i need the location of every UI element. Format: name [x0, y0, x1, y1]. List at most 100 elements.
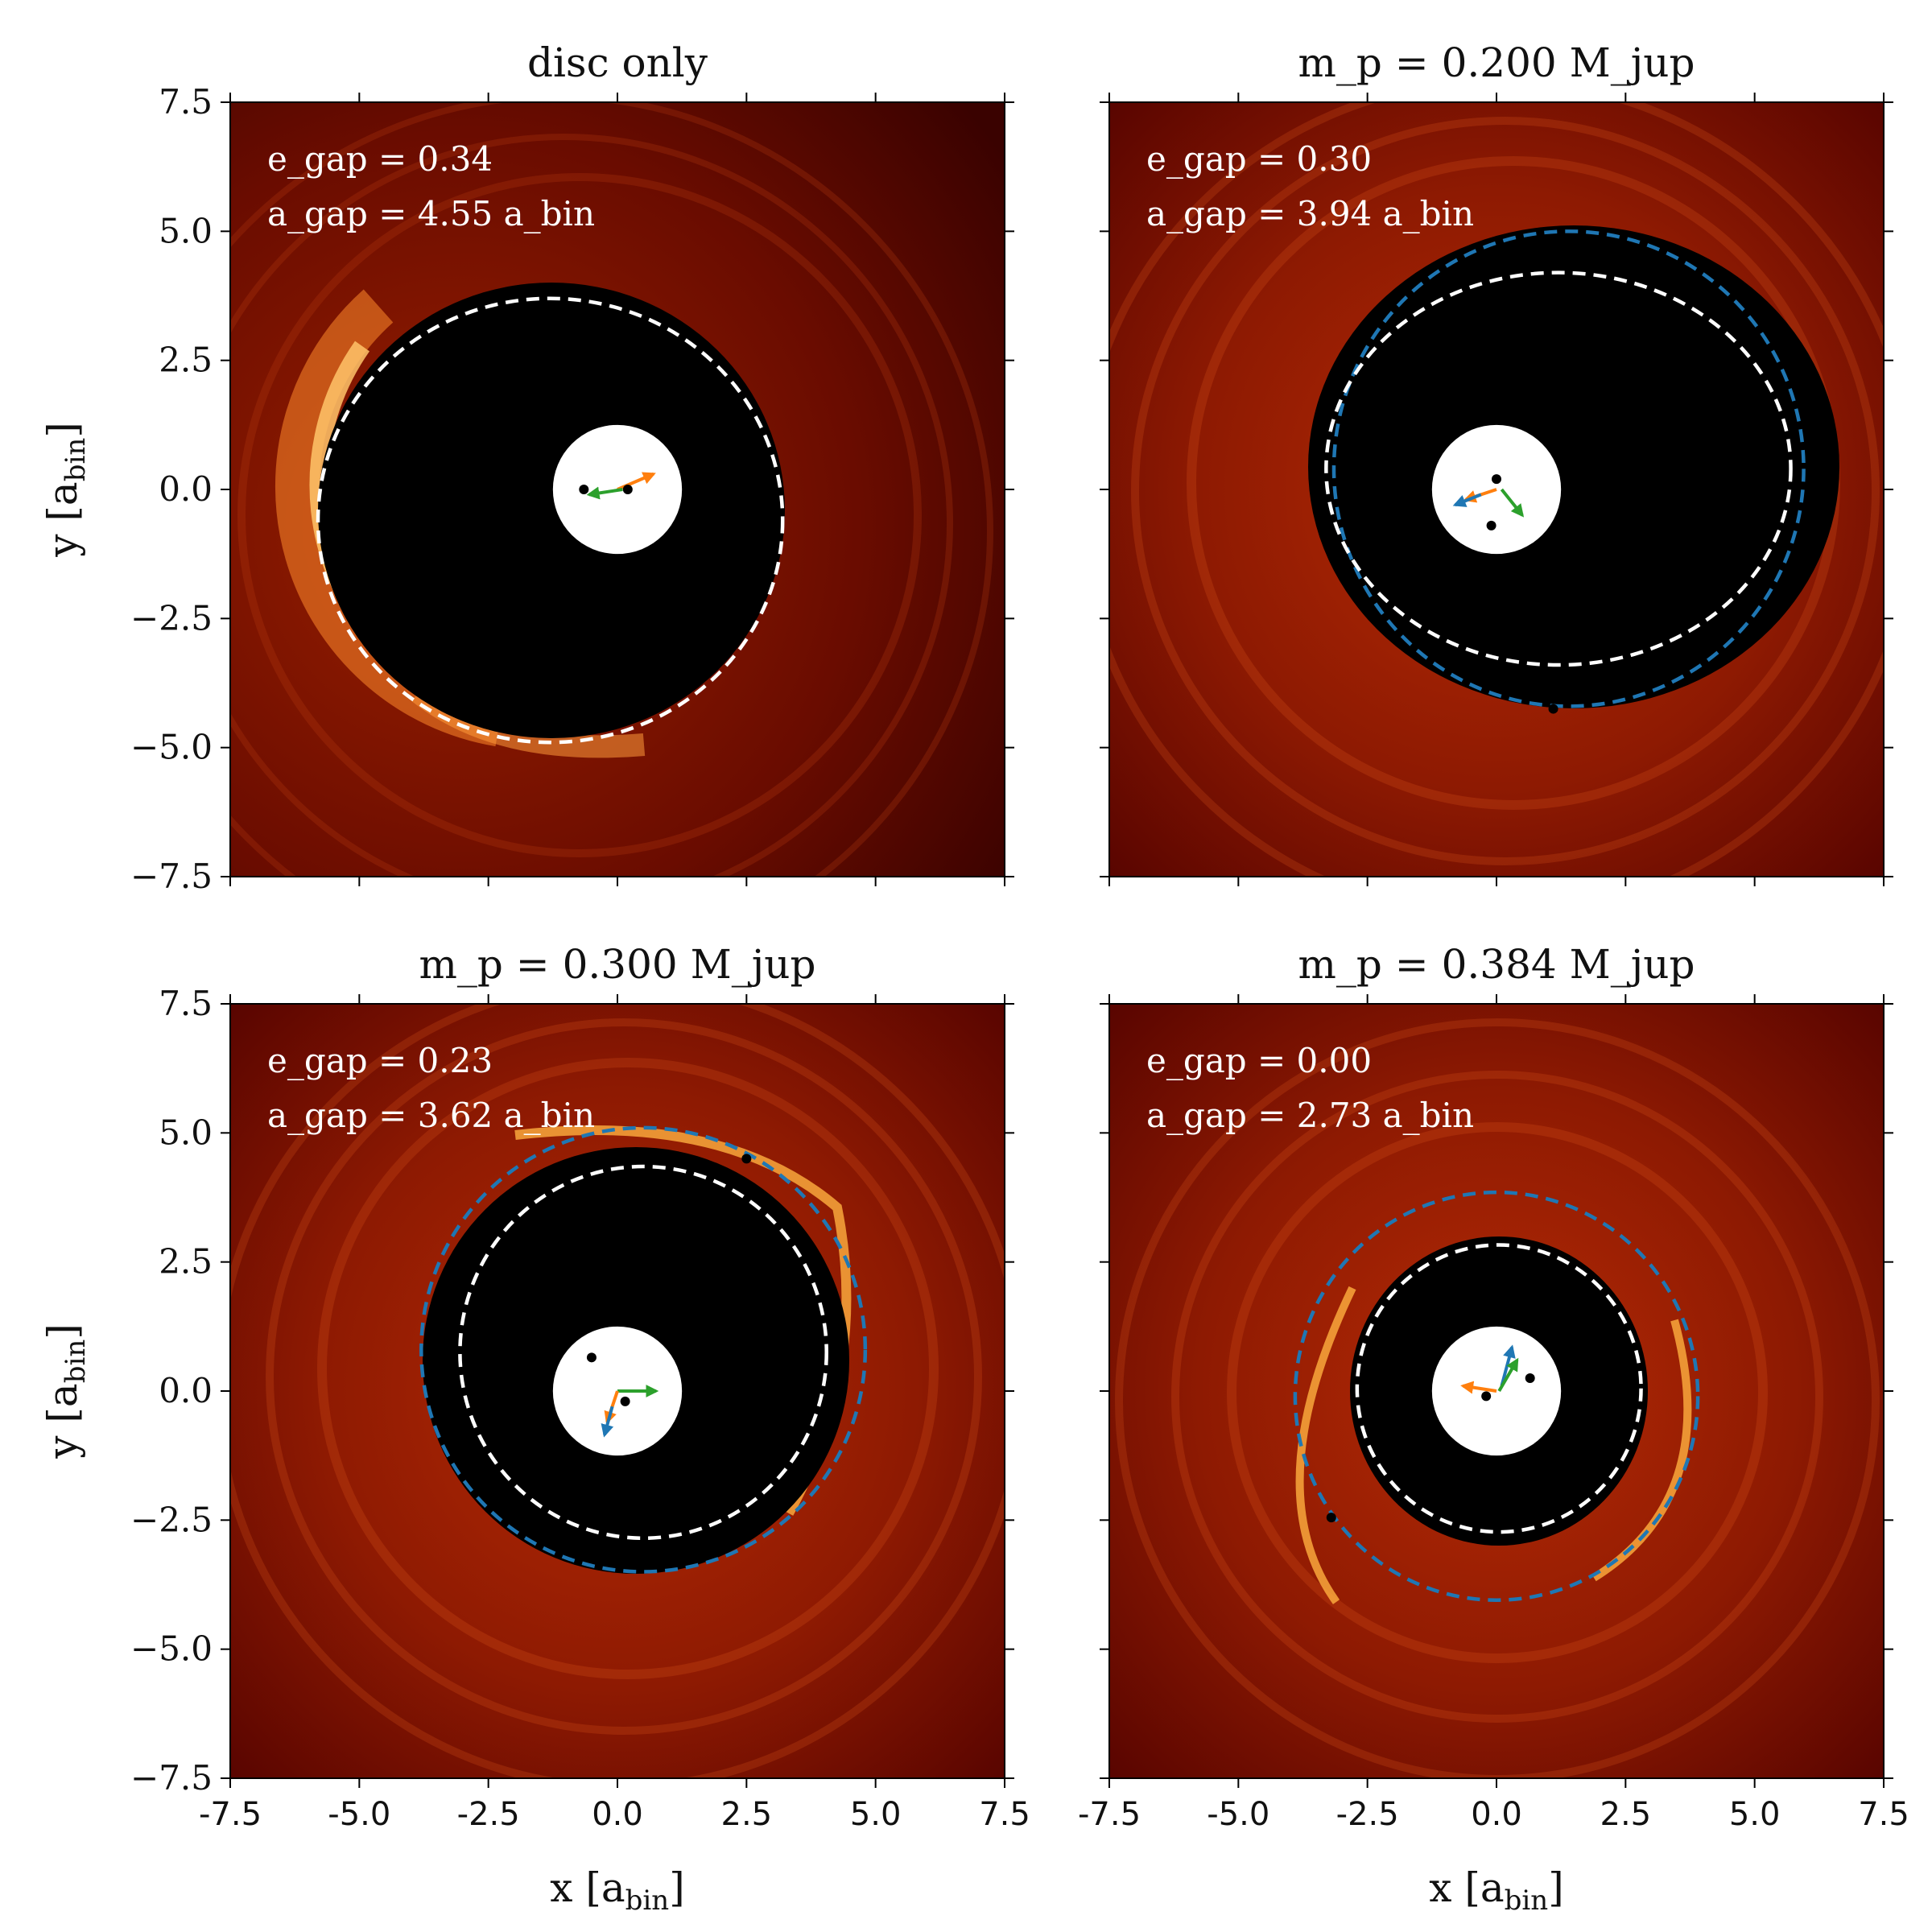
binary-star-2 [1525, 1373, 1535, 1383]
binary-region [552, 424, 683, 555]
y-tick-label: 7.5 [159, 82, 213, 122]
y-tick-label: 7.5 [159, 984, 213, 1023]
x-ticks [1108, 93, 1885, 886]
x-tick-label: -5.0 [328, 1796, 390, 1833]
y-tick-label: −7.5 [130, 857, 213, 896]
gap-fit-curve [1355, 1243, 1643, 1534]
planet-orbit-ellipse [1293, 1190, 1700, 1602]
binary-star-1 [1481, 1391, 1492, 1402]
disc-rings [1115, 1018, 1880, 1778]
x-tick-label: 5.0 [850, 1796, 902, 1833]
gap-fit-curve [458, 1164, 828, 1541]
gap-fit-ellipse [1355, 1243, 1643, 1534]
y-tick-label: −5.0 [130, 1629, 213, 1669]
planet-orbit-curve [419, 1125, 868, 1574]
panel-mp-0384: m_p = 0.384 M_jup e_gap = 0.00 a_gap = 2… [1078, 941, 1909, 1917]
binary-star-1 [1492, 474, 1501, 485]
velocity-arrow-green [586, 486, 623, 500]
y-tick-label: −2.5 [130, 598, 213, 638]
velocity-arrow-blue [1452, 493, 1482, 507]
binary-region [1431, 1326, 1562, 1456]
x-tick-label: -7.5 [1078, 1796, 1141, 1833]
annotation-a-gap: a_gap = 2.73 a_bin [1146, 1096, 1474, 1135]
y-tick-label: 0.0 [159, 469, 213, 509]
velocity-arrow-blue [601, 1406, 614, 1438]
x-ticks [229, 93, 1005, 886]
gap-fit-ellipse [1324, 270, 1793, 667]
panel-title: m_p = 0.200 M_jup [1298, 39, 1695, 86]
annotation-a-gap: a_gap = 3.94 a_bin [1146, 194, 1474, 233]
x-tick-label: 0.0 [592, 1796, 643, 1833]
y-axis-label: y [abin] [39, 422, 92, 558]
planet-orbit-curve [1293, 1190, 1700, 1602]
disc-rings [230, 102, 993, 877]
x-axis-label: x [abin] [1429, 1864, 1563, 1917]
binary-star-1 [586, 1352, 597, 1363]
y-tick-label: 5.0 [159, 211, 213, 250]
x-tick-label: -2.5 [457, 1796, 520, 1833]
panel-title: m_p = 0.384 M_jup [1298, 941, 1695, 988]
x-ticks: -7.5 -5.0 -2.5 0.0 2.5 5.0 7.5 [199, 994, 1030, 1833]
velocity-arrow-orange [617, 472, 656, 491]
planet-orbit-ellipse [419, 1125, 868, 1574]
disc-rings [230, 1004, 1005, 1778]
x-tick-label: 5.0 [1729, 1796, 1781, 1833]
x-tick-label: 2.5 [721, 1796, 773, 1833]
y-tick-label: 0.0 [159, 1371, 213, 1410]
binary-star-2 [620, 1396, 630, 1406]
x-axis-label: x [abin] [550, 1864, 684, 1917]
y-ticks: 7.5 5.0 2.5 0.0 −2.5 −5.0 −7.5 [130, 984, 1014, 1798]
gap-cavity [1308, 225, 1839, 708]
planet-orbit-curve [1331, 229, 1806, 708]
y-ticks [1100, 1003, 1893, 1779]
x-tick-label: 7.5 [979, 1796, 1030, 1833]
y-tick-label: 5.0 [159, 1113, 213, 1152]
binary-star-2 [1486, 520, 1496, 530]
gap-fit-curve [316, 296, 785, 745]
velocity-arrow-green [1497, 1357, 1519, 1393]
binary-region [552, 1326, 683, 1456]
panel-title: disc only [527, 39, 708, 86]
binary-star-1 [579, 485, 589, 494]
x-tick-label: 0.0 [1471, 1796, 1522, 1833]
annotation-e-gap: e_gap = 0.34 [267, 139, 493, 179]
planet-marker [1326, 1513, 1336, 1523]
annotation-e-gap: e_gap = 0.30 [1146, 139, 1372, 179]
annotation-a-gap: a_gap = 3.62 a_bin [267, 1096, 595, 1135]
gap-cavity [318, 283, 785, 738]
velocity-arrow-orange [1460, 1381, 1497, 1394]
y-tick-label: −2.5 [130, 1500, 213, 1539]
planet-marker [1548, 704, 1558, 714]
planet-marker [741, 1154, 752, 1164]
x-tick-label: -7.5 [199, 1796, 262, 1833]
binary-star-2 [622, 485, 633, 494]
planet-dot [741, 1154, 752, 1164]
panel-mp-0200: m_p = 0.200 M_jup e_gap = 0.30 a_gap = 3… [1100, 39, 1893, 886]
binary-region [1431, 424, 1562, 555]
x-tick-label: 2.5 [1600, 1796, 1652, 1833]
annotation-e-gap: e_gap = 0.23 [267, 1041, 493, 1080]
panel-disc-only: disc only e_gap = 0.34 a_gap = 4.55 a_bi… [39, 39, 1014, 896]
planet-dot [1548, 704, 1558, 714]
y-ticks: 7.5 5.0 2.5 0.0 −2.5 −5.0 −7.5 [130, 82, 1014, 896]
annotation-a-gap: a_gap = 4.55 a_bin [267, 194, 595, 233]
panel-mp-0300: m_p = 0.300 M_jup e_gap = 0.23 a_gap = 3… [39, 941, 1030, 1917]
y-tick-label: 2.5 [159, 341, 213, 380]
x-tick-label: -2.5 [1336, 1796, 1399, 1833]
gap-fit-ellipse [316, 296, 785, 745]
y-tick-label: 2.5 [159, 1242, 213, 1282]
x-tick-label: 7.5 [1858, 1796, 1909, 1833]
y-axis-label: y [abin] [39, 1323, 92, 1459]
velocity-arrow-green [1500, 488, 1525, 518]
annotation-e-gap: e_gap = 0.00 [1146, 1041, 1372, 1080]
y-tick-label: −5.0 [130, 728, 213, 767]
y-tick-label: −7.5 [130, 1758, 213, 1798]
y-ticks [1100, 101, 1893, 877]
x-tick-label: -5.0 [1207, 1796, 1269, 1833]
x-ticks: -7.5 -5.0 -2.5 0.0 2.5 5.0 7.5 [1078, 994, 1909, 1833]
gap-fit-ellipse [458, 1164, 828, 1541]
planet-orbit-ellipse [1331, 229, 1806, 708]
gap-fit-curve [1324, 270, 1793, 667]
panel-title: m_p = 0.300 M_jup [419, 941, 815, 988]
